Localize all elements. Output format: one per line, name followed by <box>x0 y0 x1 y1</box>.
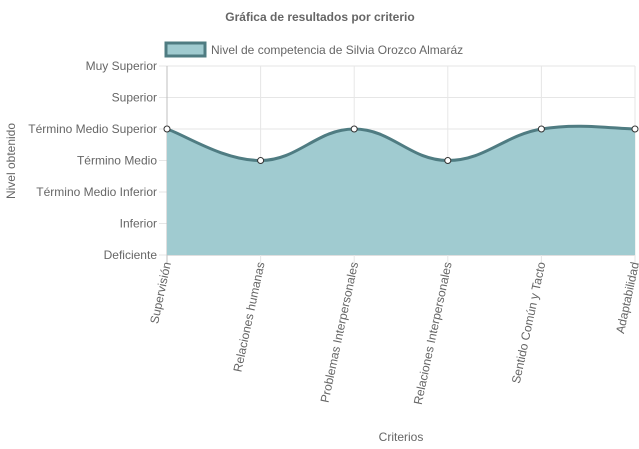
y-tick-label: Inferior <box>120 217 157 231</box>
x-tick-label: Relaciones Interpersonales <box>411 261 455 406</box>
y-axis-ticks: Deficiente Inferior Término Medio Inferior… <box>28 59 157 262</box>
y-tick-label: Término Medio Superior <box>28 122 157 136</box>
data-point[interactable] <box>350 125 358 133</box>
data-points <box>163 125 639 164</box>
x-tick-label: Relaciones humanas <box>231 261 268 374</box>
data-point[interactable] <box>444 157 452 164</box>
chart-title: Gráfica de resultados por criterio <box>225 10 414 24</box>
y-tick-label: Término Medio Inferior <box>36 185 157 199</box>
legend-swatch <box>164 41 207 58</box>
series-line <box>166 124 636 163</box>
x-tick-label: Adaptabilidad <box>613 261 639 335</box>
x-tick-label: Supervisión <box>147 261 174 325</box>
y-tick-label: Muy Superior <box>86 59 157 73</box>
y-tick-label: Deficiente <box>104 248 158 262</box>
series-area <box>166 124 636 255</box>
legend[interactable]: Nivel de competencia de Silvia Orozco Al… <box>164 41 463 58</box>
x-axis-ticks: Supervisión Relaciones humanas Problemas I… <box>147 260 639 405</box>
y-tick-label: Término Medio <box>77 154 157 168</box>
x-tick-label: Problemas Interpersonales <box>318 261 362 404</box>
x-axis-title: Criterios <box>379 430 424 444</box>
x-tick-label: Sentido Común y Tacto <box>509 260 549 384</box>
y-tick-label: Superior <box>112 91 157 105</box>
y-axis-title: Nivel obtenido <box>4 123 18 199</box>
data-point[interactable] <box>257 157 265 164</box>
legend-label: Nivel de competencia de Silvia Orozco Al… <box>211 43 463 57</box>
data-point[interactable] <box>631 125 639 133</box>
data-point[interactable] <box>163 125 171 133</box>
series-area-fill <box>167 126 635 255</box>
data-point[interactable] <box>537 125 545 133</box>
